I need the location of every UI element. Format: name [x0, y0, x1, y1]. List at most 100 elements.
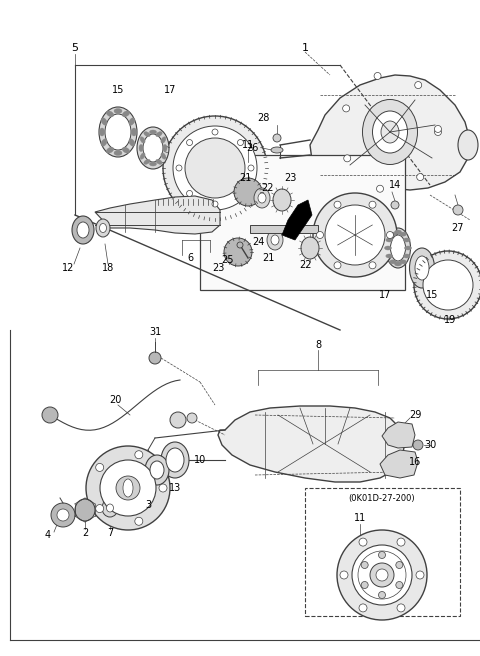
Circle shape — [334, 201, 341, 208]
Ellipse shape — [403, 238, 410, 242]
Circle shape — [369, 262, 376, 269]
Circle shape — [340, 571, 348, 579]
Ellipse shape — [140, 137, 145, 143]
Ellipse shape — [144, 159, 150, 164]
Circle shape — [334, 262, 341, 269]
Ellipse shape — [405, 246, 411, 250]
Ellipse shape — [137, 127, 169, 169]
Circle shape — [361, 562, 368, 569]
Ellipse shape — [163, 144, 167, 152]
Ellipse shape — [149, 130, 156, 134]
Circle shape — [379, 592, 385, 598]
Polygon shape — [218, 406, 405, 482]
Ellipse shape — [386, 254, 393, 258]
Ellipse shape — [362, 100, 418, 165]
Text: 11: 11 — [354, 513, 366, 523]
Ellipse shape — [391, 235, 406, 261]
Text: 30: 30 — [424, 440, 436, 450]
Circle shape — [361, 581, 368, 588]
Circle shape — [417, 174, 424, 180]
Circle shape — [185, 138, 245, 198]
Bar — [200, 155, 405, 290]
Circle shape — [359, 604, 367, 612]
Ellipse shape — [161, 442, 189, 478]
Circle shape — [396, 581, 403, 588]
Ellipse shape — [145, 455, 169, 485]
Circle shape — [434, 125, 442, 133]
Ellipse shape — [101, 118, 107, 125]
Circle shape — [163, 116, 267, 220]
Circle shape — [316, 232, 324, 239]
Circle shape — [149, 352, 161, 364]
Ellipse shape — [389, 232, 396, 236]
Text: 7: 7 — [107, 528, 113, 538]
Ellipse shape — [102, 499, 118, 517]
Ellipse shape — [372, 111, 408, 153]
Ellipse shape — [384, 246, 392, 250]
Ellipse shape — [156, 159, 162, 164]
Circle shape — [374, 72, 381, 79]
Circle shape — [423, 260, 473, 310]
Circle shape — [237, 242, 243, 248]
Circle shape — [391, 201, 399, 209]
Ellipse shape — [123, 479, 133, 497]
Circle shape — [379, 552, 385, 558]
Ellipse shape — [271, 235, 279, 245]
Ellipse shape — [106, 111, 114, 117]
Ellipse shape — [161, 153, 166, 159]
Ellipse shape — [161, 137, 166, 143]
Ellipse shape — [106, 147, 114, 153]
Circle shape — [212, 201, 218, 207]
Text: 24: 24 — [252, 237, 264, 247]
Circle shape — [51, 503, 75, 527]
Circle shape — [344, 155, 351, 162]
Ellipse shape — [389, 260, 396, 264]
Text: 4: 4 — [45, 530, 51, 540]
Text: 16: 16 — [409, 457, 421, 467]
Ellipse shape — [399, 260, 407, 264]
Ellipse shape — [385, 228, 410, 268]
Text: 11: 11 — [242, 140, 254, 150]
Ellipse shape — [273, 189, 291, 211]
Circle shape — [413, 440, 423, 450]
Text: 29: 29 — [409, 410, 421, 420]
Ellipse shape — [99, 224, 107, 232]
Ellipse shape — [99, 107, 137, 157]
Text: 3: 3 — [145, 500, 151, 510]
Ellipse shape — [271, 147, 283, 153]
Ellipse shape — [409, 248, 434, 288]
Circle shape — [116, 476, 140, 500]
Ellipse shape — [75, 499, 95, 521]
Polygon shape — [282, 200, 312, 240]
Text: 21: 21 — [239, 173, 251, 183]
Ellipse shape — [101, 139, 107, 146]
Circle shape — [415, 81, 422, 89]
Ellipse shape — [139, 144, 143, 152]
Circle shape — [176, 165, 182, 171]
Circle shape — [370, 563, 394, 587]
Text: 31: 31 — [149, 327, 161, 337]
Text: 22: 22 — [299, 260, 311, 270]
Ellipse shape — [399, 232, 407, 236]
Circle shape — [397, 538, 405, 546]
Circle shape — [187, 140, 192, 146]
Text: 27: 27 — [452, 223, 464, 233]
Text: 1: 1 — [301, 43, 309, 53]
Circle shape — [96, 463, 104, 472]
Circle shape — [224, 238, 252, 266]
Ellipse shape — [122, 111, 130, 117]
Ellipse shape — [77, 222, 89, 238]
Ellipse shape — [72, 216, 94, 244]
Ellipse shape — [254, 188, 270, 208]
Ellipse shape — [386, 238, 393, 242]
Text: 22: 22 — [262, 183, 274, 193]
Circle shape — [453, 205, 463, 215]
Text: 5: 5 — [72, 43, 79, 53]
Ellipse shape — [395, 230, 401, 234]
Text: 17: 17 — [164, 85, 176, 95]
Ellipse shape — [403, 254, 410, 258]
Circle shape — [434, 129, 442, 136]
Circle shape — [187, 413, 197, 423]
Polygon shape — [380, 450, 418, 478]
Circle shape — [86, 446, 170, 530]
